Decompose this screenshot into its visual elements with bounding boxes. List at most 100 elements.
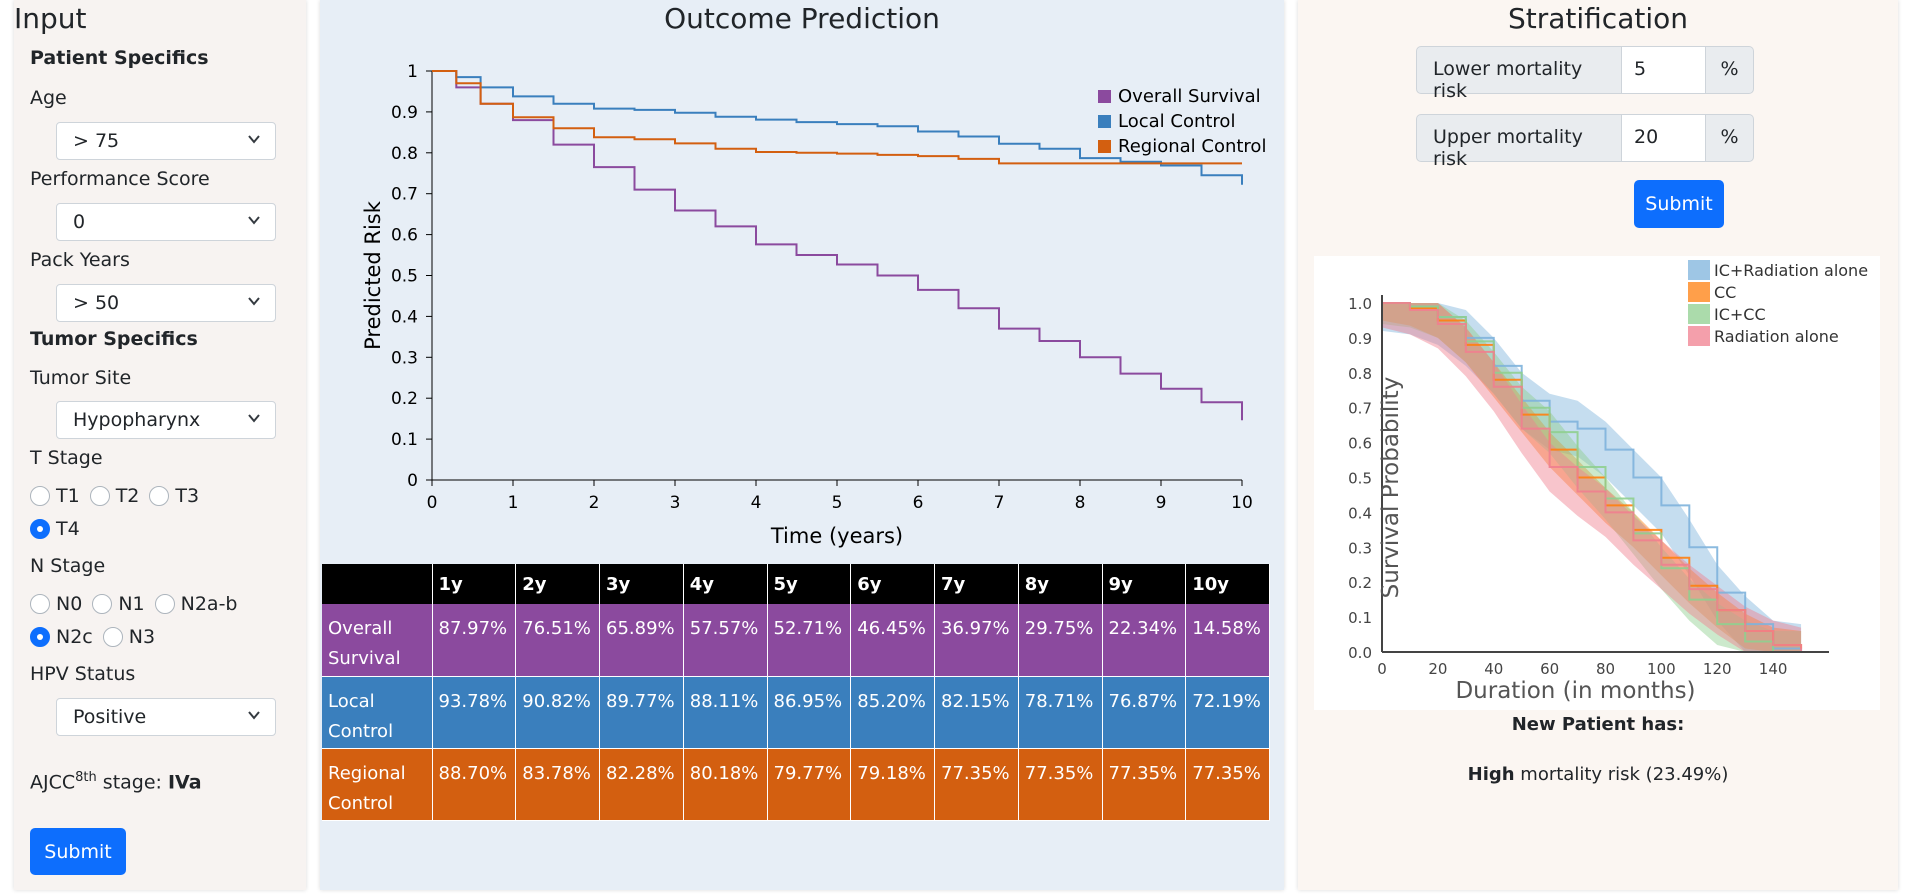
chevron-down-icon xyxy=(248,135,260,144)
pack-years-label: Pack Years xyxy=(30,249,130,271)
x-axis-title: Time (years) xyxy=(770,524,903,548)
pack-years-value: > 50 xyxy=(73,292,120,314)
performance-score-select[interactable]: 0 xyxy=(56,203,276,241)
table-cell: 86.95% xyxy=(767,676,852,749)
ajcc-prefix: AJCC xyxy=(30,771,76,794)
km-legend-swatch-3 xyxy=(1688,326,1710,346)
radio-n2a-b[interactable] xyxy=(154,594,175,614)
table-cell: 46.45% xyxy=(850,604,935,677)
age-select[interactable]: > 75 xyxy=(56,122,276,160)
table-cell: 93.78% xyxy=(432,676,517,749)
x-tick-label: 9 xyxy=(1156,493,1167,513)
table-cell: 52.71% xyxy=(767,604,852,677)
y-tick-label: 0.7 xyxy=(391,185,418,205)
radio-n0[interactable] xyxy=(30,594,50,614)
x-tick-label: 1 xyxy=(508,493,519,513)
t-stage-label: T Stage xyxy=(30,447,103,469)
y-tick-label: 0.6 xyxy=(391,226,418,246)
results-body: Overall Survival 87.97% 76.51% 65.89% 57.57%… xyxy=(322,604,1270,821)
table-header-cell: 1y xyxy=(432,564,517,604)
legend-label-2: Regional Control xyxy=(1118,136,1266,157)
t-stage-option-t3[interactable]: T3 xyxy=(149,485,199,507)
tumor-site-label: Tumor Site xyxy=(30,367,132,389)
hpv-status-select[interactable]: Positive xyxy=(56,698,276,736)
tumor-site-value: Hypopharynx xyxy=(73,409,201,431)
n-stage-option-n0[interactable]: N0 xyxy=(30,593,82,615)
ajcc-sup: 8th xyxy=(75,770,97,785)
km-line-2 xyxy=(1382,302,1802,653)
x-tick-label: 8 xyxy=(1075,493,1086,513)
radio-t4-label: T4 xyxy=(56,518,80,540)
x-tick-label: 6 xyxy=(913,493,924,513)
y-tick-label: 0.3 xyxy=(391,348,418,368)
radio-t1-label: T1 xyxy=(56,485,80,507)
upper-risk-unit: % xyxy=(1706,114,1754,162)
table-cell: 88.70% xyxy=(432,748,517,821)
age-label: Age xyxy=(30,87,67,109)
results-header-row: 1y 2y 3y 4y 5y 6y 7y 8y 9y 10y xyxy=(322,564,1270,604)
outcome-chart: 0 1 2 3 4 5 6 7 8 9 10 0 0.1 0.2 0.3 0.4 0.5 0.6 0.7 0.8 0.9… xyxy=(361,62,1266,548)
patient-specifics-heading: Patient Specifics xyxy=(30,47,209,69)
risk-result: High mortality risk (23.49%) xyxy=(1298,764,1898,785)
upper-risk-input[interactable]: 20 xyxy=(1622,114,1706,162)
hpv-status-value: Positive xyxy=(73,706,147,728)
stratification-panel: Stratification Lower mortality risk 5 % … xyxy=(1298,0,1898,890)
y-tick-label: 0.1 xyxy=(391,430,418,450)
t-stage-option-t2[interactable]: T2 xyxy=(89,485,140,507)
lower-risk-input[interactable]: 5 xyxy=(1622,46,1706,94)
radio-t1[interactable] xyxy=(30,486,50,506)
km-line-3 xyxy=(1382,302,1803,652)
t-stage-option-t1[interactable]: T1 xyxy=(30,485,80,507)
table-cell: 57.57% xyxy=(683,604,768,677)
n-stage-option-n1[interactable]: N1 xyxy=(92,593,145,615)
t-stage-option-t4[interactable]: T4 xyxy=(30,518,80,540)
y-axis-title: Predicted Risk xyxy=(361,200,385,350)
series-line-1 xyxy=(432,70,1243,185)
table-cell: 77.35% xyxy=(1018,748,1103,821)
radio-n0-label: N0 xyxy=(56,593,83,615)
n-stage-option-n2c[interactable]: N2c xyxy=(30,626,93,648)
table-row-label: Overall Survival xyxy=(322,604,433,677)
stratification-submit-button[interactable]: Submit xyxy=(1634,180,1724,228)
table-cell: 14.58% xyxy=(1185,604,1270,677)
x-tick-label: 4 xyxy=(751,493,762,513)
table-cell: 85.20% xyxy=(850,676,935,749)
radio-t3[interactable] xyxy=(149,486,170,506)
table-cell: 72.19% xyxy=(1185,676,1270,749)
x-tick-label: 5 xyxy=(832,493,843,513)
radio-n3[interactable] xyxy=(102,627,123,647)
table-header-cell: 5y xyxy=(767,564,852,604)
km-x-tick-label: 120 xyxy=(1703,660,1732,678)
km-x-tick-label: 60 xyxy=(1540,660,1559,678)
km-chart-container: 0.0 0.1 0.2 0.3 0.4 0.5 0.6 0.7 0.8 0.9 1.0 0 20 40 60… xyxy=(1314,256,1880,710)
km-y-tick-label: 1.0 xyxy=(1348,295,1372,313)
chevron-down-icon xyxy=(248,414,260,423)
x-tick-label: 2 xyxy=(589,493,600,513)
table-row: Local Control 93.78% 90.82% 89.77% 88.11% 86.… xyxy=(322,676,1270,749)
n-stage-option-n3[interactable]: N3 xyxy=(102,626,155,648)
tumor-site-select[interactable]: Hypopharynx xyxy=(56,401,276,439)
n-stage-option-n2a-b[interactable]: N2a-b xyxy=(154,593,238,615)
km-band-0 xyxy=(1382,303,1802,652)
km-y-tick-label: 0.5 xyxy=(1348,470,1372,488)
table-cell: 78.71% xyxy=(1018,676,1103,749)
table-cell: 88.11% xyxy=(683,676,768,749)
n-stage-radio-group: N0 N1 N2a-b xyxy=(30,593,248,615)
x-tick-label: 3 xyxy=(670,493,681,513)
km-y-tick-label: 0.0 xyxy=(1348,644,1372,662)
pack-years-select[interactable]: > 50 xyxy=(56,284,276,322)
km-legend-label-3: Radiation alone xyxy=(1714,327,1839,346)
chevron-down-icon xyxy=(248,297,260,306)
radio-t2-label: T2 xyxy=(115,485,140,507)
radio-n1-label: N1 xyxy=(118,593,145,615)
performance-score-label: Performance Score xyxy=(30,168,210,190)
radio-n2c[interactable] xyxy=(30,627,50,647)
radio-n1[interactable] xyxy=(92,594,113,614)
input-submit-button[interactable]: Submit xyxy=(30,828,126,875)
km-x-tick-label: 20 xyxy=(1428,660,1447,678)
table-cell: 76.87% xyxy=(1102,676,1187,749)
radio-t4[interactable] xyxy=(30,519,50,539)
radio-t2[interactable] xyxy=(89,486,110,506)
table-cell: 65.89% xyxy=(599,604,684,677)
y-tick-label: 0.9 xyxy=(391,103,418,123)
